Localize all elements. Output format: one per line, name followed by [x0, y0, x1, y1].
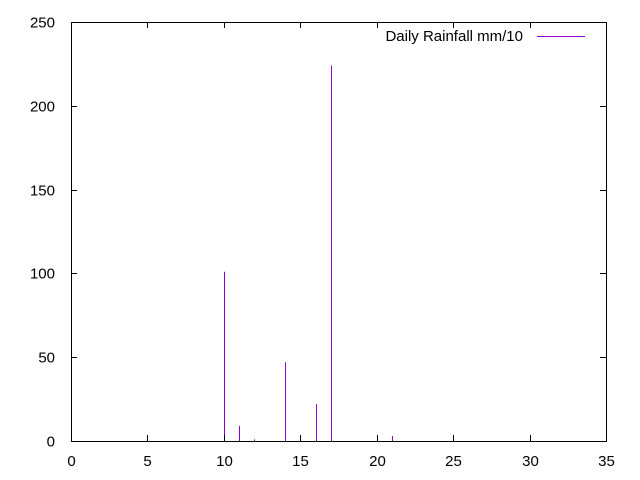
x-tick-label: 25 [445, 453, 462, 470]
y-tick-label: 200 [30, 99, 55, 116]
y-tick-label: 250 [30, 15, 55, 32]
y-axis: 0 50 100 150 200 250 [30, 15, 606, 451]
x-tick-label: 5 [143, 453, 151, 470]
plot-frame [71, 22, 607, 442]
impulse-series [224, 65, 393, 441]
x-tick-label: 0 [67, 453, 75, 470]
x-axis: 0 5 10 15 20 25 30 35 [67, 22, 615, 470]
y-tick-label: 100 [30, 266, 55, 283]
x-tick-label: 35 [598, 453, 615, 470]
x-tick-label: 10 [216, 453, 233, 470]
y-tick-label: 150 [30, 183, 55, 200]
x-tick-label: 30 [522, 453, 539, 470]
legend-label: Daily Rainfall mm/10 [385, 28, 523, 45]
x-tick-label: 20 [369, 453, 386, 470]
x-tick-label: 15 [292, 453, 309, 470]
y-tick-label: 0 [47, 434, 55, 451]
legend: Daily Rainfall mm/10 [385, 28, 585, 45]
y-tick-label: 50 [38, 350, 55, 367]
